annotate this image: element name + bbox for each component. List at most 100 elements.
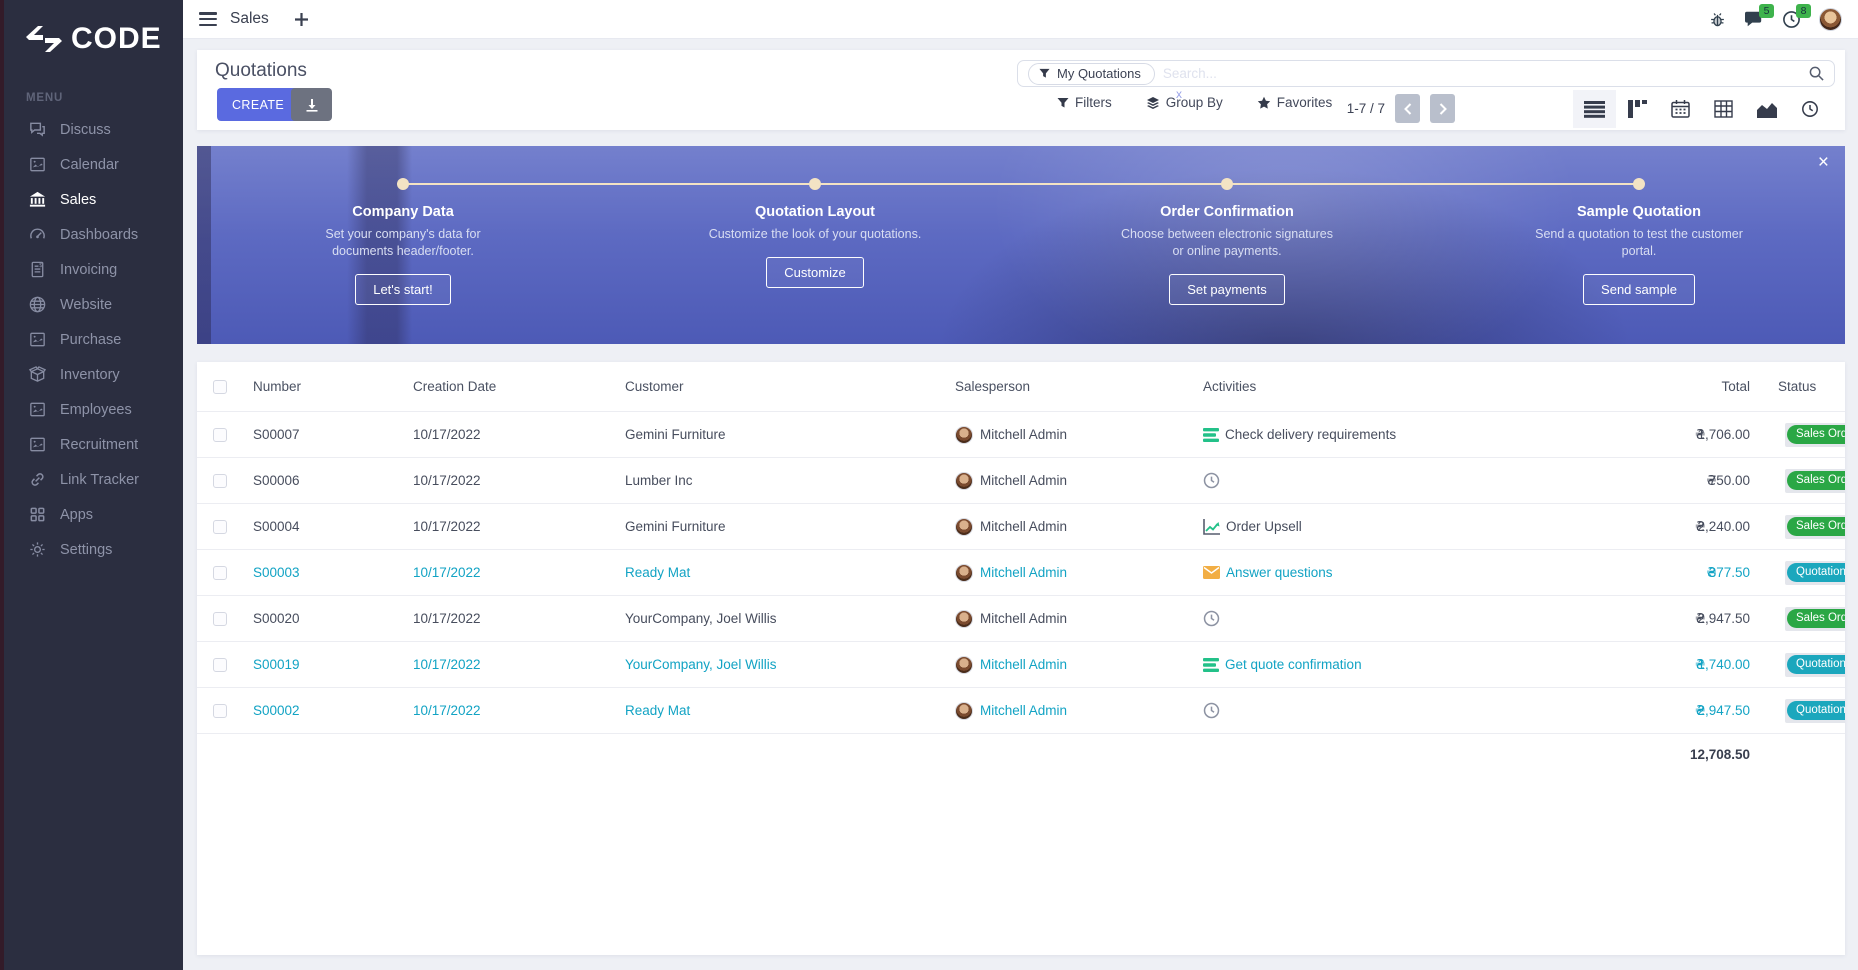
sidebar-item-label: Discuss (60, 121, 111, 138)
debug-bug-icon[interactable] (1709, 11, 1726, 28)
column-header-number[interactable]: Number (253, 379, 302, 394)
kanban-view-button[interactable] (1616, 90, 1659, 128)
messages-icon[interactable]: 5 (1744, 4, 1774, 28)
close-banner-icon[interactable]: × (1817, 152, 1829, 173)
cell-activity[interactable]: Get quote confirmation (1225, 657, 1362, 672)
row-checkbox[interactable] (213, 703, 227, 718)
table-footer-row: 12,708.50 (197, 734, 1845, 774)
step-title: Order Confirmation (1160, 204, 1294, 220)
prev-page-button[interactable] (1395, 94, 1420, 123)
header-card: Quotations CREATE My Quotations x Filter… (197, 50, 1845, 130)
group-by-button[interactable]: Group By (1146, 95, 1223, 110)
activity-view-button[interactable] (1788, 90, 1831, 128)
table-row[interactable]: S00020 10/17/2022 YourCompany, Joel Will… (197, 596, 1845, 642)
menu-label: MENU (26, 92, 64, 104)
active-filter-chip[interactable]: My Quotations (1028, 62, 1155, 85)
sidebar-item-inventory[interactable]: Inventory (0, 357, 183, 392)
cell-activity[interactable]: Answer questions (1226, 565, 1333, 580)
cell-number: S00019 (253, 657, 300, 672)
status-badge: Sales Order (1787, 470, 1845, 490)
table-row[interactable]: S00004 10/17/2022 Gemini Furniture Mitch… (197, 504, 1845, 550)
clock-icon[interactable] (1203, 702, 1220, 719)
svg-text:$: $ (39, 263, 43, 269)
status-badge: Quotation (1787, 562, 1845, 582)
set-payments-button[interactable]: Set payments (1169, 273, 1285, 305)
send-sample-button[interactable]: Send sample (1583, 273, 1695, 305)
cell-activity[interactable]: Check delivery requirements (1225, 427, 1397, 442)
sidebar-item-label: Purchase (60, 331, 122, 348)
table-row[interactable]: S00007 10/17/2022 Gemini Furniture Mitch… (197, 412, 1845, 458)
next-page-button[interactable] (1430, 94, 1455, 123)
column-header-total[interactable]: Total (1721, 379, 1750, 394)
cell-number: S00020 (253, 611, 300, 626)
export-button[interactable] (291, 88, 332, 121)
search-bar[interactable]: My Quotations x (1017, 60, 1835, 101)
cell-date: 10/17/2022 (413, 657, 481, 672)
invoice-icon: $ (31, 261, 44, 278)
search-icon[interactable] (1809, 66, 1824, 81)
calendar-view-button[interactable] (1659, 90, 1702, 128)
filters-button[interactable]: Filters (1057, 95, 1112, 110)
sidebar-nav: Discuss Calendar Sales Dashboards $ Invo… (0, 112, 183, 567)
salesperson-avatar (955, 563, 973, 582)
sidebar-item-calendar[interactable]: Calendar (0, 147, 183, 182)
cell-activity[interactable]: Order Upsell (1226, 519, 1302, 534)
sidebar-item-sales[interactable]: Sales (0, 182, 183, 217)
cell-customer: Gemini Furniture (625, 519, 726, 534)
row-checkbox[interactable] (213, 427, 227, 442)
table-row[interactable]: S00002 10/17/2022 Ready Mat Mitchell Adm… (197, 688, 1845, 734)
remove-filter-icon[interactable]: x (1176, 87, 1182, 101)
currency-symbol: ₴ (1694, 656, 1706, 673)
table-row[interactable]: S00003 10/17/2022 Ready Mat Mitchell Adm… (197, 550, 1845, 596)
column-header-salesperson[interactable]: Salesperson (955, 379, 1031, 394)
create-button[interactable]: CREATE (217, 88, 300, 121)
table-row[interactable]: S00006 10/17/2022 Lumber Inc Mitchell Ad… (197, 458, 1845, 504)
column-header-customer[interactable]: Customer (625, 379, 684, 394)
sidebar-item-invoicing[interactable]: $ Invoicing (0, 252, 183, 287)
user-avatar[interactable] (1819, 7, 1842, 31)
topbar: Sales 5 8 (183, 0, 1858, 39)
funnel-icon (1039, 68, 1050, 78)
column-header-date[interactable]: Creation Date (413, 379, 497, 394)
salesperson-avatar (955, 517, 973, 536)
salesperson-avatar (955, 609, 973, 628)
sidebar-item-website[interactable]: Website (0, 287, 183, 322)
sidebar-item-recruitment[interactable]: Recruitment (0, 427, 183, 462)
search-input[interactable] (1162, 66, 1809, 81)
select-all-checkbox[interactable] (213, 379, 227, 394)
add-tab-icon[interactable] (294, 12, 308, 26)
list-view-button[interactable] (1573, 90, 1616, 128)
row-checkbox[interactable] (213, 611, 227, 626)
row-checkbox[interactable] (213, 519, 227, 534)
row-checkbox[interactable] (213, 657, 227, 672)
sidebar-item-link-tracker[interactable]: Link Tracker (0, 462, 183, 497)
graph-view-button[interactable] (1745, 90, 1788, 128)
sidebar-item-purchase[interactable]: Purchase (0, 322, 183, 357)
cell-salesperson: Mitchell Admin (980, 657, 1068, 672)
app-logo[interactable]: CODE (0, 0, 183, 56)
list-view-icon (1584, 100, 1605, 118)
sidebar-item-label: Recruitment (60, 436, 139, 453)
cell-total: 2,947.50 (1697, 702, 1750, 718)
sidebar-item-label: Inventory (60, 366, 120, 383)
sidebar-item-discuss[interactable]: Discuss (0, 112, 183, 147)
favorites-button[interactable]: Favorites (1257, 95, 1332, 110)
row-checkbox[interactable] (213, 565, 227, 580)
column-header-activities[interactable]: Activities (1203, 379, 1257, 394)
pivot-view-button[interactable] (1702, 90, 1745, 128)
lets-start-button[interactable]: Let's start! (355, 273, 451, 305)
table-row[interactable]: S00019 10/17/2022 YourCompany, Joel Will… (197, 642, 1845, 688)
sidebar-item-employees[interactable]: Employees (0, 392, 183, 427)
row-checkbox[interactable] (213, 473, 227, 488)
activities-clock-icon[interactable]: 8 (1782, 3, 1811, 29)
sidebar-item-settings[interactable]: Settings (0, 532, 183, 567)
column-header-status[interactable]: Status (1778, 379, 1817, 394)
customize-button[interactable]: Customize (766, 256, 864, 288)
clock-icon[interactable] (1203, 610, 1220, 627)
hamburger-menu-icon[interactable] (199, 12, 217, 26)
step-description: Set your company's data for documents he… (325, 227, 481, 258)
onboarding-steps: Company Data Set your company's data for… (197, 146, 1845, 344)
sidebar-item-apps[interactable]: Apps (0, 497, 183, 532)
sidebar-item-dashboards[interactable]: Dashboards (0, 217, 183, 252)
clock-icon[interactable] (1203, 472, 1220, 489)
